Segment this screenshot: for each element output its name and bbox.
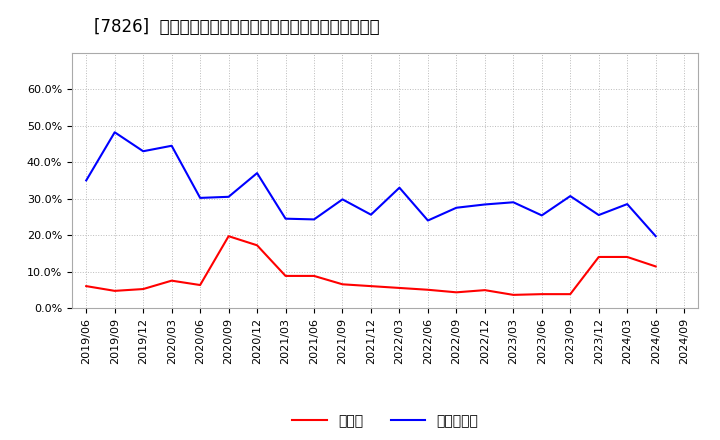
有利子負債: [509, 200, 518, 205]
有利子負債: [196, 195, 204, 201]
現預金: [480, 287, 489, 293]
現預金: [225, 234, 233, 239]
有利子負債: [452, 205, 461, 210]
現預金: [623, 254, 631, 260]
有利子負債: [82, 178, 91, 183]
有利子負債: [167, 143, 176, 148]
現預金: [537, 292, 546, 297]
Legend: 現預金, 有利子負債: 現預金, 有利子負債: [287, 409, 484, 434]
有利子負債: [537, 213, 546, 218]
Text: [7826]  現預金、有利子負債の総資産に対する比率の推移: [7826] 現預金、有利子負債の総資産に対する比率の推移: [94, 18, 379, 36]
有利子負債: [623, 202, 631, 207]
有利子負債: [225, 194, 233, 199]
Line: 現預金: 現預金: [86, 236, 656, 295]
現預金: [167, 278, 176, 283]
現預金: [338, 282, 347, 287]
現預金: [452, 290, 461, 295]
現預金: [139, 286, 148, 292]
現預金: [366, 283, 375, 289]
現預金: [310, 273, 318, 279]
有利子負債: [139, 149, 148, 154]
現預金: [566, 292, 575, 297]
有利子負債: [310, 217, 318, 222]
有利子負債: [282, 216, 290, 221]
有利子負債: [652, 234, 660, 239]
有利子負債: [480, 202, 489, 207]
有利子負債: [423, 218, 432, 223]
現預金: [595, 254, 603, 260]
現預金: [423, 287, 432, 293]
現預金: [509, 292, 518, 297]
現預金: [196, 282, 204, 288]
現預金: [82, 283, 91, 289]
現預金: [652, 264, 660, 269]
有利子負債: [566, 194, 575, 199]
有利子負債: [595, 213, 603, 218]
現預金: [110, 288, 119, 293]
有利子負債: [366, 212, 375, 217]
有利子負債: [110, 130, 119, 135]
有利子負債: [253, 170, 261, 176]
現預金: [282, 273, 290, 279]
現預金: [395, 285, 404, 290]
有利子負債: [395, 185, 404, 191]
現預金: [253, 242, 261, 248]
有利子負債: [338, 197, 347, 202]
Line: 有利子負債: 有利子負債: [86, 132, 656, 236]
